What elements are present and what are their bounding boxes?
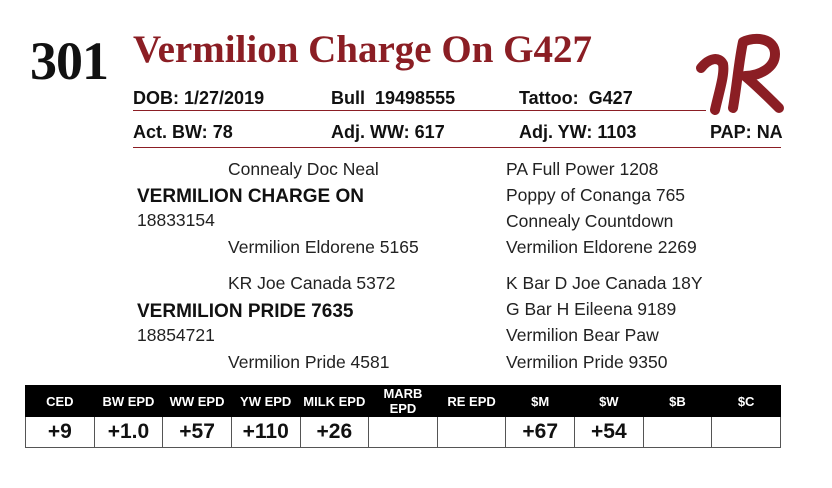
adjusted-yw: Adj. YW: 1103: [519, 121, 636, 143]
epd-table: CED BW EPD WW EPD YW EPD MILK EPD MARB E…: [25, 385, 781, 448]
actual-bw: Act. BW: 78: [133, 121, 233, 143]
bull-label: Bull: [331, 88, 365, 108]
divider-line: [133, 147, 781, 148]
dam-sire: KR Joe Canada 5372: [228, 273, 396, 293]
ww-value: 617: [414, 122, 445, 142]
pedigree-ancestor: K Bar D Joe Canada 18Y: [506, 273, 703, 293]
pedigree-ancestor: Vermilion Eldorene 2269: [506, 237, 697, 257]
epd-value-b: [642, 416, 713, 448]
tattoo: Tattoo: G427: [519, 87, 633, 109]
pedigree-ancestor: G Bar H Eileena 9189: [506, 299, 677, 319]
epd-header-m: $M: [505, 385, 575, 417]
epd-header-ww: WW EPD: [162, 385, 232, 417]
epd-value-re: [436, 416, 507, 448]
sire-name: VERMILION CHARGE ON: [137, 186, 364, 207]
epd-value-yw: +110: [230, 416, 301, 448]
pap: PAP: NA: [710, 121, 783, 143]
epd-value-milk: +26: [299, 416, 370, 448]
epd-header-ced: CED: [25, 385, 95, 417]
dob-label: DOB:: [133, 88, 179, 108]
tattoo-value: G427: [588, 88, 633, 108]
epd-header-row: CED BW EPD WW EPD YW EPD MILK EPD MARB E…: [25, 385, 781, 417]
dam-dam: Vermilion Pride 4581: [228, 352, 390, 372]
dob: DOB: 1/27/2019: [133, 87, 264, 109]
bw-label: Act. BW:: [133, 122, 208, 142]
dob-value: 1/27/2019: [184, 88, 265, 108]
sire-sire: Connealy Doc Neal: [228, 159, 379, 179]
sire-registration: 18833154: [137, 210, 215, 230]
epd-header-c: $C: [711, 385, 781, 417]
animal-name: Vermilion Charge On G427: [133, 28, 592, 71]
epd-header-w: $W: [574, 385, 644, 417]
pedigree-ancestor: PA Full Power 1208: [506, 159, 659, 179]
epd-header-b: $B: [642, 385, 713, 417]
pap-value: NA: [756, 122, 783, 142]
ww-label: Adj. WW:: [331, 122, 410, 142]
epd-value-w: +54: [574, 416, 644, 448]
dam-registration: 18854721: [137, 325, 215, 345]
pedigree-ancestor: Connealy Countdown: [506, 211, 674, 231]
epd-value-row: +9 +1.0 +57 +110 +26 +67 +54: [25, 416, 781, 448]
epd-value-ced: +9: [25, 416, 95, 448]
bw-value: 78: [212, 122, 233, 142]
epd-header-milk: MILK EPD: [299, 385, 370, 417]
epd-value-marb: [368, 416, 438, 448]
epd-header-marb: MARB EPD: [368, 385, 438, 417]
yw-label: Adj. YW:: [519, 122, 593, 142]
epd-value-ww: +57: [162, 416, 232, 448]
epd-value-m: +67: [505, 416, 575, 448]
pap-label: PAP:: [710, 122, 752, 142]
divider-line: [133, 110, 706, 111]
epd-header-re: RE EPD: [436, 385, 507, 417]
sire-dam: Vermilion Eldorene 5165: [228, 237, 419, 257]
epd-header-bw: BW EPD: [93, 385, 164, 417]
yw-value: 1103: [597, 122, 637, 142]
registration-number: 19498555: [375, 88, 456, 108]
dam-name: VERMILION PRIDE 7635: [137, 301, 354, 322]
epd-header-yw: YW EPD: [230, 385, 301, 417]
pedigree-ancestor: Poppy of Conanga 765: [506, 185, 686, 205]
registration: Bull 19498555: [331, 87, 455, 109]
vr-brand-logo-icon: [696, 33, 784, 115]
tattoo-label: Tattoo:: [519, 88, 579, 108]
epd-value-c: [711, 416, 781, 448]
epd-value-bw: +1.0: [93, 416, 164, 448]
lot-number: 301: [30, 31, 109, 91]
pedigree-ancestor: Vermilion Bear Paw: [506, 325, 659, 345]
adjusted-ww: Adj. WW: 617: [331, 121, 445, 143]
pedigree-ancestor: Vermilion Pride 9350: [506, 352, 668, 372]
